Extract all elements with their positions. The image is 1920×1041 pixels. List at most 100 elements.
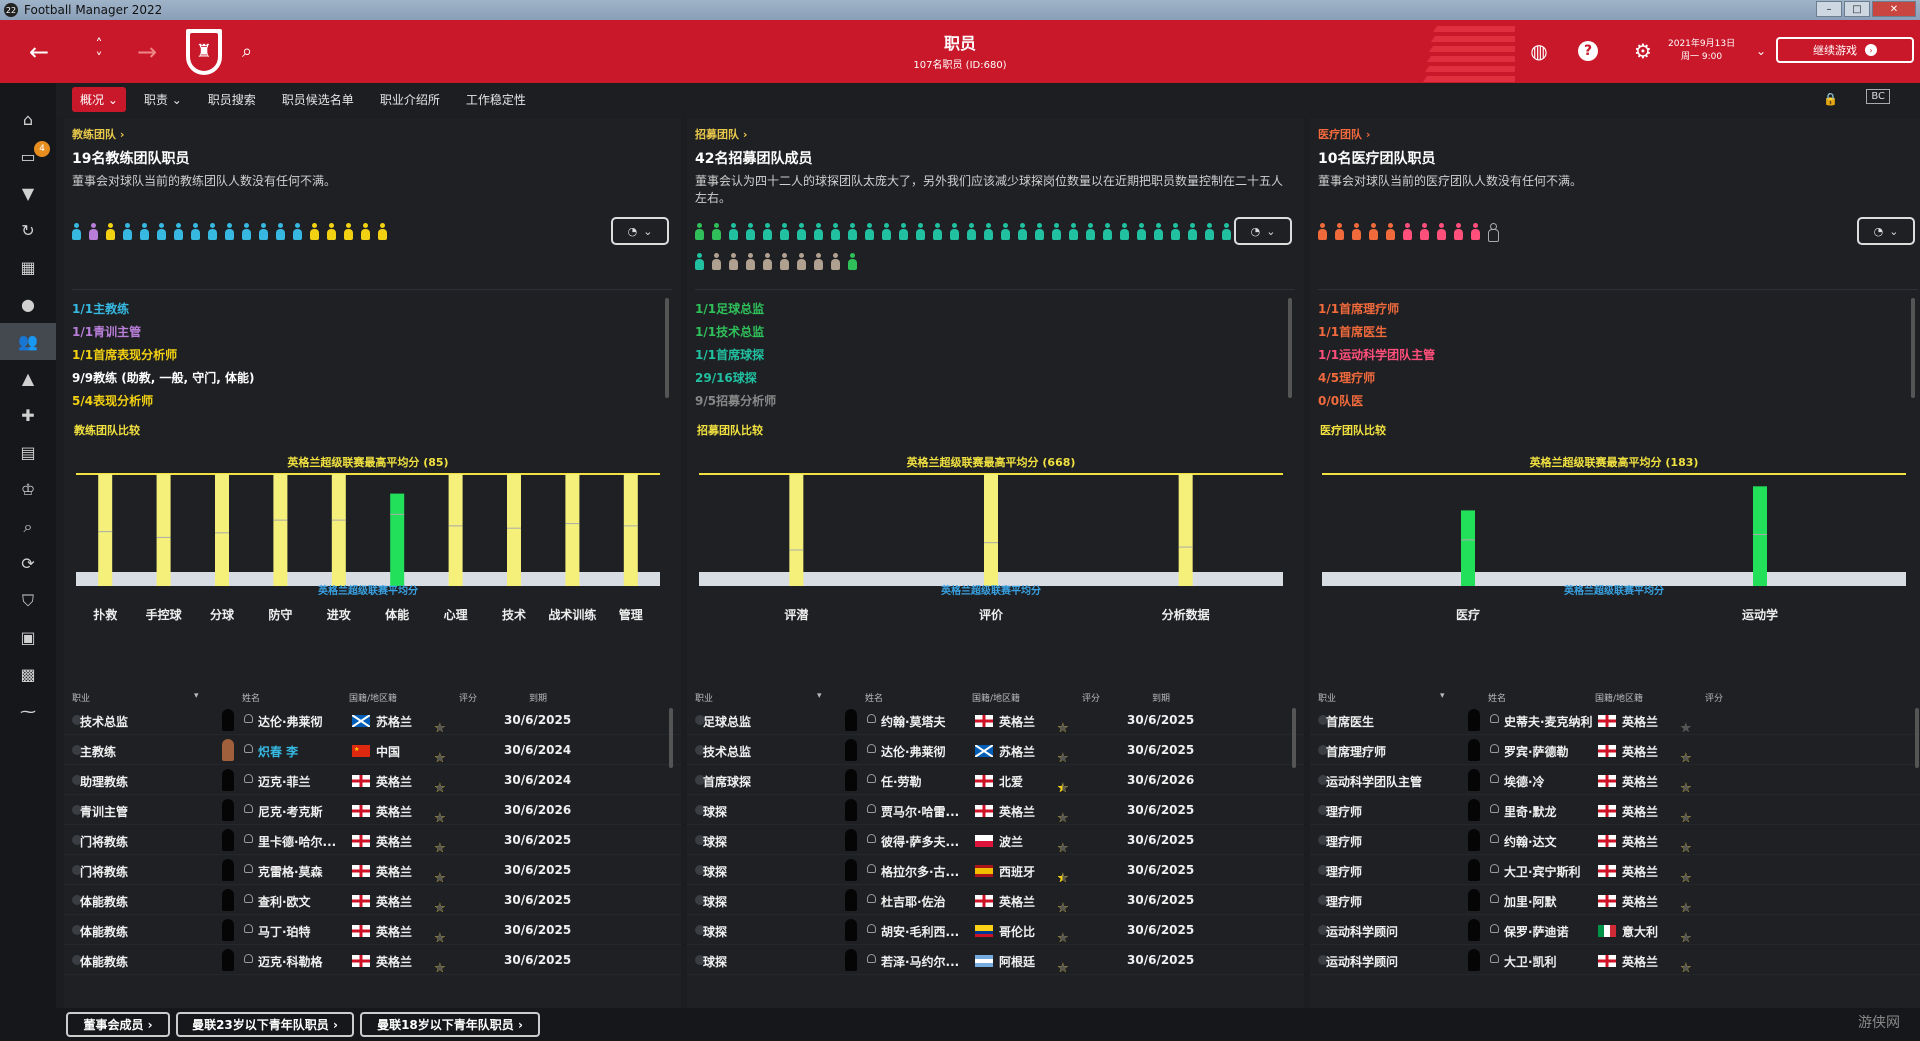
row-name[interactable]: 杜吉耶·佐治 bbox=[881, 895, 946, 909]
sidebar-data-icon[interactable]: ● bbox=[21, 295, 35, 314]
contact-icon[interactable] bbox=[244, 864, 253, 873]
tab-overview[interactable]: 概况 ⌄ bbox=[72, 87, 126, 112]
role-summary-item[interactable]: 1/1首席表现分析师 bbox=[72, 348, 178, 362]
row-name[interactable]: 保罗·萨迪诺 bbox=[1504, 925, 1569, 939]
up-down-arrows-icon[interactable]: ˄ ˅ bbox=[95, 36, 103, 67]
tab-staff-search[interactable]: 职员搜索 bbox=[207, 93, 256, 107]
bar-评价[interactable] bbox=[984, 474, 998, 586]
row-name[interactable]: 大卫·宾宁斯利 bbox=[1504, 865, 1581, 879]
table-row[interactable]: 球探 若泽·马约尔... 阿根廷 ★ ★ ★ ★ ★ 30/6/2025 bbox=[687, 945, 1304, 976]
role-summary-item[interactable]: 9/5招募分析师 bbox=[695, 394, 777, 408]
row-name[interactable]: 查利·欧文 bbox=[258, 895, 311, 909]
contact-icon[interactable] bbox=[244, 924, 253, 933]
minimize-button[interactable]: – bbox=[1816, 1, 1842, 17]
forward-arrow-icon[interactable]: → bbox=[136, 37, 158, 66]
table-row[interactable]: 球探 杜吉耶·佐治 英格兰 ★ ★ ★ ★ ★ 30/6/2025 bbox=[687, 885, 1304, 916]
role-summary-item[interactable]: 9/9教练 (助教, 一般, 守门, 体能) bbox=[72, 371, 255, 385]
sidebar-finances-icon[interactable]: ▣ bbox=[20, 628, 36, 647]
row-name[interactable]: 迈克·科勒格 bbox=[258, 955, 323, 969]
bar-战术训练[interactable] bbox=[565, 474, 580, 586]
tab-job-security[interactable]: 工作稳定性 bbox=[465, 93, 526, 107]
bar-管理[interactable] bbox=[623, 474, 638, 586]
role-summary-item[interactable]: 5/4表现分析师 bbox=[72, 394, 154, 408]
sidebar-staff-icon[interactable]: 👥 bbox=[0, 323, 56, 360]
contact-icon[interactable] bbox=[1490, 744, 1499, 753]
role-summary-item[interactable]: 1/1首席医生 bbox=[1318, 325, 1388, 339]
row-name[interactable]: 马丁·珀特 bbox=[258, 925, 311, 939]
sidebar-medical-icon[interactable]: ✚ bbox=[21, 406, 35, 425]
contact-icon[interactable] bbox=[1490, 954, 1499, 963]
roles-scrollbar[interactable] bbox=[1911, 298, 1915, 398]
row-name[interactable]: 达伦·弗莱彻 bbox=[881, 745, 946, 759]
contact-icon[interactable] bbox=[1490, 774, 1499, 783]
bar-分球[interactable] bbox=[215, 474, 229, 586]
contact-icon[interactable] bbox=[1490, 714, 1499, 723]
panel-breadcrumb[interactable]: 医疗团队 › bbox=[1318, 128, 1371, 141]
contact-icon[interactable] bbox=[244, 954, 253, 963]
contact-icon[interactable] bbox=[867, 714, 876, 723]
roles-scrollbar[interactable] bbox=[665, 298, 669, 398]
panel-breadcrumb[interactable]: 招募团队 › bbox=[695, 128, 748, 141]
row-name[interactable]: 约翰·达文 bbox=[1504, 835, 1557, 849]
row-name[interactable]: 里奇·默龙 bbox=[1504, 805, 1557, 819]
contact-icon[interactable] bbox=[867, 954, 876, 963]
view-options-dropdown[interactable]: ◔ ⌄ bbox=[1857, 217, 1915, 245]
row-name[interactable]: 尼克·考克斯 bbox=[258, 805, 323, 819]
row-name[interactable]: 迈克·菲兰 bbox=[258, 775, 311, 789]
bar-运动学[interactable] bbox=[1753, 486, 1767, 586]
column-header[interactable]: 到期 bbox=[1152, 694, 1171, 704]
contact-icon[interactable] bbox=[244, 894, 253, 903]
table-row[interactable]: 体能教练 马丁·珀特 英格兰 ★ ★ ★ ★ ★ 30/6/2025 bbox=[64, 915, 681, 946]
contact-icon[interactable] bbox=[1490, 924, 1499, 933]
view-options-dropdown[interactable]: ◔ ⌄ bbox=[1234, 217, 1292, 245]
table-row[interactable]: 门将教练 克雷格·莫森 英格兰 ★ ★ ★ ★ ★ 30/6/2025 bbox=[64, 855, 681, 886]
column-header[interactable]: 职业 bbox=[695, 694, 714, 704]
row-name[interactable]: 里卡德·哈尔... bbox=[258, 835, 337, 849]
table-row[interactable]: 门将教练 里卡德·哈尔... 英格兰 ★ ★ ★ ★ ★ 30/6/2025 bbox=[64, 825, 681, 856]
column-header[interactable]: 姓名 bbox=[865, 694, 884, 704]
sidebar-club-icon[interactable]: ⛉ bbox=[21, 590, 34, 610]
table-scrollbar[interactable] bbox=[1292, 708, 1296, 768]
row-name[interactable]: 罗宾·萨德勒 bbox=[1504, 745, 1569, 759]
table-row[interactable]: 运动科学顾问 大卫·凯利 英格兰 ★ ★ ★ ★ ★ bbox=[1310, 945, 1920, 976]
bar-体能[interactable] bbox=[390, 493, 405, 586]
column-header[interactable]: 国籍/地区籍 bbox=[1595, 694, 1644, 704]
role-summary-item[interactable]: 1/1首席理疗师 bbox=[1318, 302, 1400, 316]
column-header[interactable]: 姓名 bbox=[1488, 694, 1507, 704]
table-row[interactable]: 体能教练 迈克·科勒格 英格兰 ★ ★ ★ ★ ★ 30/6/2025 bbox=[64, 945, 681, 976]
row-name[interactable]: 克雷格·莫森 bbox=[258, 865, 323, 879]
search-icon[interactable]: ⌕ bbox=[241, 41, 253, 62]
table-row[interactable]: 首席理疗师 罗宾·萨德勒 英格兰 ★ ★ ★ ★ ★ bbox=[1310, 735, 1920, 766]
contact-icon[interactable] bbox=[867, 774, 876, 783]
u23-staff-button[interactable]: 曼联23岁以下青年队职员 › bbox=[176, 1012, 354, 1037]
bar-扑救[interactable] bbox=[98, 474, 113, 586]
u18-staff-button[interactable]: 曼联18岁以下青年队职员 › bbox=[360, 1012, 540, 1037]
contact-icon[interactable] bbox=[1490, 804, 1499, 813]
table-row[interactable]: 理疗师 大卫·宾宁斯利 英格兰 ★ ★ ★ ★ ★ bbox=[1310, 855, 1920, 886]
bar-手控球[interactable] bbox=[156, 474, 171, 586]
back-arrow-icon[interactable]: ← bbox=[28, 37, 50, 66]
sidebar-schedule-icon[interactable]: ▤ bbox=[20, 443, 36, 462]
table-row[interactable]: 首席医生 史蒂夫·麦克纳利 英格兰 ★ ★ ★ ★ ★ bbox=[1310, 705, 1920, 736]
table-row[interactable]: 足球总监 约翰·莫塔夫 英格兰 ★ ★ ★ ★ ★ 30/6/2025 bbox=[687, 705, 1304, 736]
row-name[interactable]: 达伦·弗莱彻 bbox=[258, 715, 323, 729]
bar-心理[interactable] bbox=[448, 474, 463, 586]
bar-进攻[interactable] bbox=[331, 474, 346, 586]
sort-arrow-icon[interactable]: ▾ bbox=[817, 691, 822, 701]
role-summary-item[interactable]: 1/1足球总监 bbox=[695, 302, 765, 316]
sidebar-home-icon[interactable]: ⌂ bbox=[22, 110, 34, 129]
row-name[interactable]: 加里·阿默 bbox=[1504, 895, 1557, 909]
column-header[interactable]: 姓名 bbox=[242, 694, 261, 704]
contact-icon[interactable] bbox=[244, 744, 253, 753]
tab-responsibilities[interactable]: 职责 ⌄ bbox=[143, 93, 182, 107]
sidebar-tactics-icon[interactable]: ▦ bbox=[20, 258, 36, 277]
sort-arrow-icon[interactable]: ▾ bbox=[1440, 691, 1445, 701]
column-header[interactable]: 国籍/地区籍 bbox=[972, 694, 1021, 704]
sidebar-competitions-icon[interactable]: ♔ bbox=[20, 480, 36, 499]
role-summary-item[interactable]: 1/1首席球探 bbox=[695, 348, 765, 362]
column-header[interactable]: 评分 bbox=[459, 694, 478, 704]
continue-game-button[interactable]: 继续游戏 › bbox=[1776, 37, 1914, 63]
